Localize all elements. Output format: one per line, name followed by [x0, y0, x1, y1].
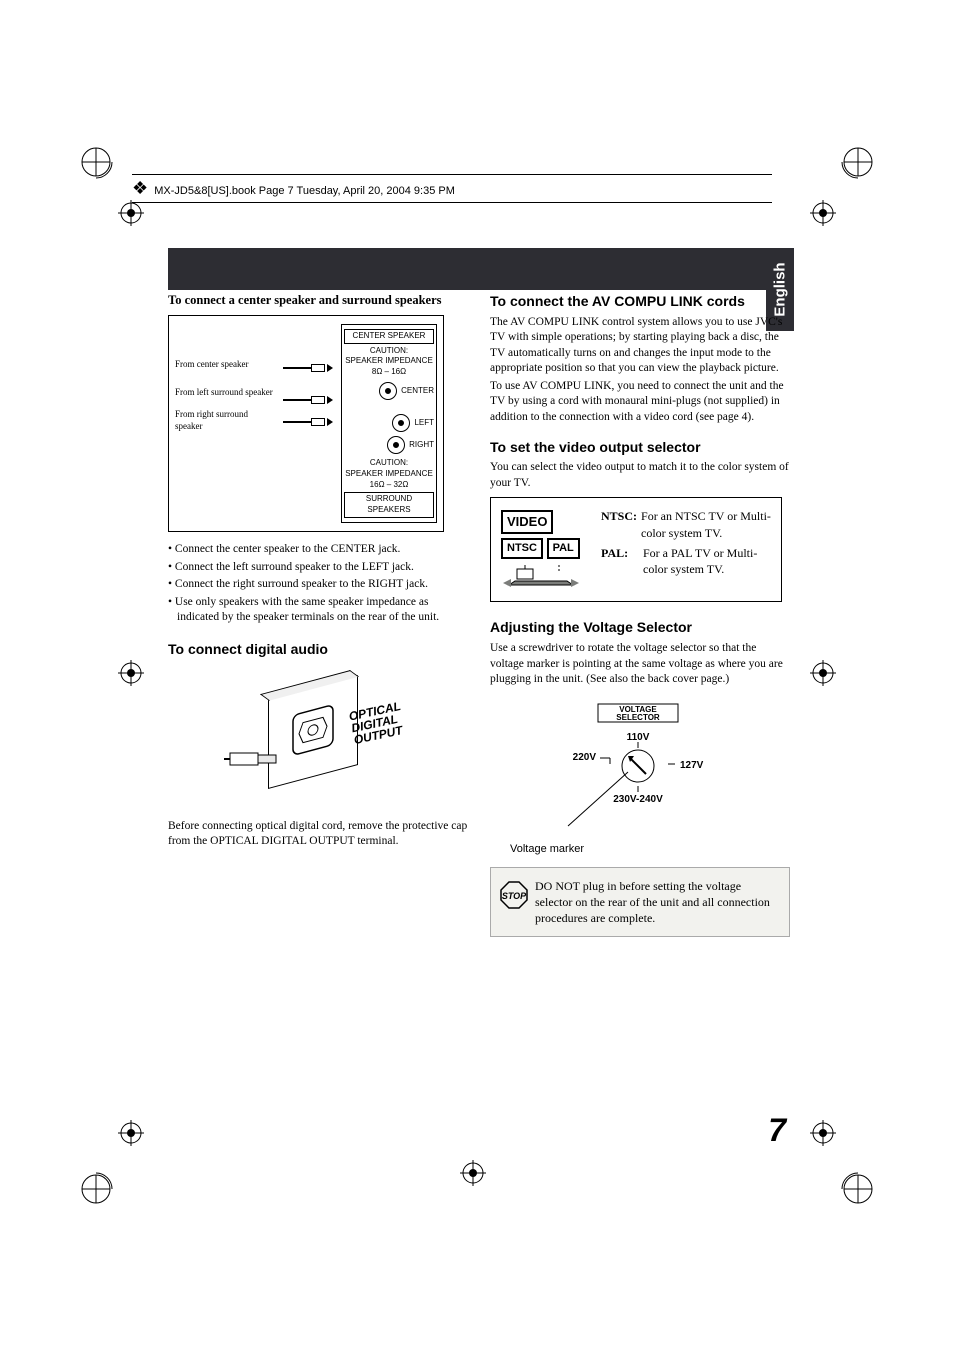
- optical-caption: Before connecting optical digital cord, …: [168, 819, 468, 850]
- voltage-marker-label: Voltage marker: [510, 842, 790, 857]
- optical-plug-icon: [224, 737, 284, 787]
- terminal-surround-title: SURROUND SPEAKERS: [344, 492, 434, 518]
- doc-source-header: ❖ MX-JD5&8[US].book Page 7 Tuesday, Apri…: [132, 174, 772, 203]
- v110: 110V: [627, 732, 650, 743]
- slider-icon: [501, 561, 591, 587]
- page-number: 7: [768, 1112, 786, 1149]
- svg-text:SELECTOR: SELECTOR: [616, 713, 660, 722]
- header-text: MX-JD5&8[US].book Page 7 Tuesday, April …: [154, 185, 455, 197]
- crop-bl: [78, 1171, 114, 1207]
- video-intro: You can select the video output to match…: [490, 460, 790, 491]
- optical-figure: OPTICAL DIGITAL OUTPUT: [168, 667, 468, 811]
- left-column: To connect a center speaker and surround…: [168, 292, 468, 937]
- reg-right-mid: [810, 660, 836, 691]
- voltage-intro: Use a screwdriver to rotate the voltage …: [490, 641, 790, 688]
- svg-text:STOP: STOP: [502, 891, 527, 901]
- heading-digital-audio: To connect digital audio: [168, 640, 468, 659]
- cable-icon: [283, 394, 333, 406]
- av-para-1: The AV COMPU LINK control system allows …: [490, 315, 790, 377]
- video-pal: PAL: [547, 538, 580, 559]
- caution-box: STOP DO NOT plug in before setting the v…: [490, 867, 790, 938]
- pal-text: For a PAL TV or Multi-color system TV.: [643, 545, 771, 577]
- bullet-item: Connect the center speaker to the CENTER…: [168, 542, 468, 558]
- jack-center: CENTER: [401, 386, 434, 397]
- pal-label: PAL:: [601, 545, 639, 577]
- caution-text: DO NOT plug in before setting the voltag…: [535, 879, 770, 925]
- crop-tr: [840, 144, 876, 180]
- reg-left-bot: [118, 1120, 144, 1151]
- terminal-impedance-label2: SPEAKER IMPEDANCE: [344, 469, 434, 480]
- speaker-diagram: From center speaker From left surround s…: [168, 315, 444, 532]
- jack-left: LEFT: [414, 418, 434, 429]
- v220: 220V: [573, 752, 597, 763]
- bullet-item: Connect the right surround speaker to th…: [168, 577, 468, 593]
- speaker-bullets: Connect the center speaker to the CENTER…: [168, 542, 468, 626]
- video-title: VIDEO: [501, 510, 553, 534]
- bullet-item: Use only speakers with the same speaker …: [168, 595, 468, 626]
- terminal-impedance-value2: 16Ω – 32Ω: [344, 480, 434, 491]
- terminal-panel: CENTER SPEAKER CAUTION: SPEAKER IMPEDANC…: [341, 324, 437, 523]
- ntsc-label: NTSC:: [601, 508, 637, 540]
- terminal-impedance-label: SPEAKER IMPEDANCE: [344, 356, 434, 367]
- video-ntsc: NTSC: [501, 538, 543, 559]
- heading-video-output: To set the video output selector: [490, 438, 790, 457]
- heading-voltage: Adjusting the Voltage Selector: [490, 618, 790, 637]
- cable-icon: [283, 416, 333, 428]
- reg-right-top: [810, 200, 836, 231]
- right-column: To connect the AV COMPU LINK cords The A…: [490, 292, 790, 937]
- crop-tl: [78, 144, 114, 180]
- stop-icon: STOP: [499, 880, 529, 914]
- voltage-figure: VOLTAGE SELECTOR 110V 220V 127V 230V-240…: [490, 698, 790, 857]
- jack-right: RIGHT: [409, 440, 434, 451]
- reg-right-bot: [810, 1120, 836, 1151]
- label-from-center: From center speaker: [175, 358, 277, 370]
- v127: 127V: [680, 760, 704, 771]
- label-from-left: From left surround speaker: [175, 386, 277, 398]
- av-para-2: To use AV COMPU LINK, you need to connec…: [490, 379, 790, 426]
- terminal-caution: CAUTION:: [344, 346, 434, 357]
- heading-av-compu-link: To connect the AV COMPU LINK cords: [490, 292, 790, 311]
- section-header-bar: [168, 248, 790, 290]
- terminal-title: CENTER SPEAKER: [344, 329, 434, 344]
- label-from-right: From right surround speaker: [175, 408, 277, 432]
- reg-left-mid: [118, 660, 144, 691]
- crop-br: [840, 1171, 876, 1207]
- heading-center-surround: To connect a center speaker and surround…: [168, 292, 468, 309]
- bullet-item: Connect the left surround speaker to the…: [168, 560, 468, 576]
- cable-icon: [283, 362, 333, 374]
- terminal-impedance-value: 8Ω – 16Ω: [344, 367, 434, 378]
- ntsc-text: For an NTSC TV or Multi-color system TV.: [641, 508, 771, 540]
- reg-bottom-center: [460, 1160, 486, 1191]
- reg-left-top: [118, 200, 144, 231]
- v230: 230V-240V: [613, 794, 663, 805]
- video-selector-figure: VIDEO NTSC PAL NTSC: For an NTSC TV or M…: [490, 497, 782, 602]
- terminal-caution2: CAUTION:: [344, 458, 434, 469]
